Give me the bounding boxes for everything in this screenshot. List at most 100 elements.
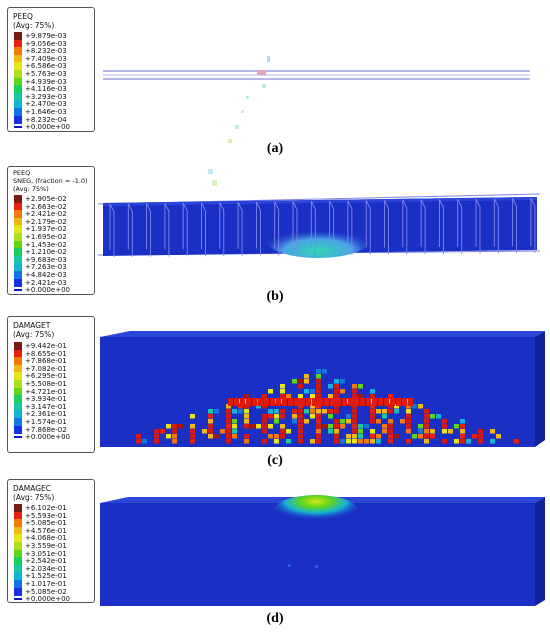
damage-cell (304, 419, 309, 424)
legend-title-line2: SNEG, (fraction = -1.0) (13, 177, 88, 185)
damage-cell (244, 419, 249, 424)
damage-cell (238, 409, 243, 414)
stirrup (146, 203, 152, 257)
damage-cell (154, 439, 159, 444)
damage-cell (442, 439, 447, 444)
legend-swatch (14, 225, 22, 234)
damage-cell (354, 398, 359, 406)
damage-cell (292, 419, 297, 424)
damage-cell (424, 424, 429, 429)
damage-cell (370, 419, 375, 424)
damage-cell (288, 398, 293, 406)
damage-cell (352, 389, 357, 394)
damage-cell (316, 369, 321, 374)
damage-cell (358, 429, 363, 434)
damage-cell (514, 439, 519, 444)
damage-cell (232, 424, 237, 429)
damage-cell (232, 434, 237, 439)
legend-entry: +1.695e-02 (14, 233, 67, 242)
legend-swatch (14, 534, 22, 543)
damage-cell (394, 404, 399, 409)
stirrup (201, 202, 206, 257)
legend-entry: +1.453e-02 (14, 240, 67, 250)
damage-cell (306, 398, 311, 406)
damage-cell (280, 414, 285, 419)
legend-swatch (14, 126, 22, 129)
legend-value: +1.695e-02 (25, 233, 67, 241)
legend-value: +5.085e-02 (25, 587, 67, 596)
damage-cell (424, 409, 429, 414)
damage-cell (390, 398, 395, 406)
damage-cell (406, 414, 411, 419)
damage-cell (328, 409, 333, 414)
damage-cell (460, 429, 465, 434)
damage-cell (268, 409, 273, 414)
legend-value: +1.210e-02 (25, 248, 67, 257)
damage-cell (294, 398, 299, 406)
damage-cell (208, 424, 213, 429)
caption-d: (d) (266, 611, 284, 626)
damage-cell (352, 409, 357, 414)
stirrup (493, 198, 499, 254)
damage-cell (388, 404, 393, 409)
damage-cell (334, 429, 339, 434)
damage-cell (454, 439, 459, 444)
legend-swatch (14, 233, 22, 242)
legend-value: +9.056e-03 (25, 39, 67, 48)
legend-swatch (14, 387, 22, 397)
damage-cell (232, 429, 237, 434)
damage-cell (334, 439, 339, 444)
damage-cell (298, 379, 303, 384)
legend-value: +0.000e+00 (25, 433, 70, 442)
legend-swatch (14, 217, 22, 227)
stirrup (438, 199, 444, 254)
damage-cell (226, 424, 231, 429)
damage-cell (406, 404, 411, 409)
damage-cell (232, 419, 237, 424)
damage-cell (310, 394, 315, 399)
damage-cell (402, 398, 407, 406)
legend-value: +4.116e-03 (25, 85, 67, 94)
damage-cell (412, 404, 417, 409)
damage-cell (460, 424, 465, 429)
stirrup (420, 199, 426, 255)
damage-cell (370, 429, 375, 434)
legend-value: +0.000e+00 (25, 286, 70, 295)
damage-cell (442, 429, 447, 434)
damage-cell (322, 409, 327, 414)
damage-cell (358, 394, 363, 399)
damage-cell (274, 434, 279, 439)
damage-cell (256, 404, 261, 409)
damage-cell (136, 439, 141, 444)
legend-value: +7.409e-03 (25, 54, 67, 63)
panel-c: DAMAGET (Avg: 75%) +9.442e-01 +8.655e-01 +… (0, 310, 550, 475)
damage-cell (172, 424, 177, 429)
damage-cell (226, 429, 231, 434)
damage-cell (352, 434, 357, 439)
damage-cell (262, 404, 267, 409)
damage-cell (316, 389, 321, 394)
damage-cell (388, 439, 393, 444)
damage-cell (340, 419, 345, 424)
damage-cell (376, 434, 381, 439)
damage-cell (280, 429, 285, 434)
legend-entry: +4.939e-03 (14, 77, 67, 87)
legend-swatch (14, 77, 22, 87)
damage-cell (342, 398, 347, 406)
legend-swatch (14, 410, 22, 419)
damage-cell (454, 424, 459, 429)
stirrup (457, 199, 463, 254)
damage-cell (360, 398, 365, 406)
legend-entry: +6.102e-01 (14, 504, 67, 513)
damage-cell (250, 424, 255, 429)
damage-cell (270, 398, 275, 406)
damage-cell (334, 424, 339, 429)
legend-swatch (14, 587, 22, 597)
damage-cell (304, 389, 309, 394)
legend-value: +2.361e-01 (25, 410, 67, 419)
damage-cell (400, 419, 405, 424)
damage-cell (352, 439, 357, 444)
damage-cell (286, 429, 291, 434)
legend-value: +9.683e-03 (25, 255, 67, 264)
legend-entry: +4.576e-01 (14, 526, 67, 536)
